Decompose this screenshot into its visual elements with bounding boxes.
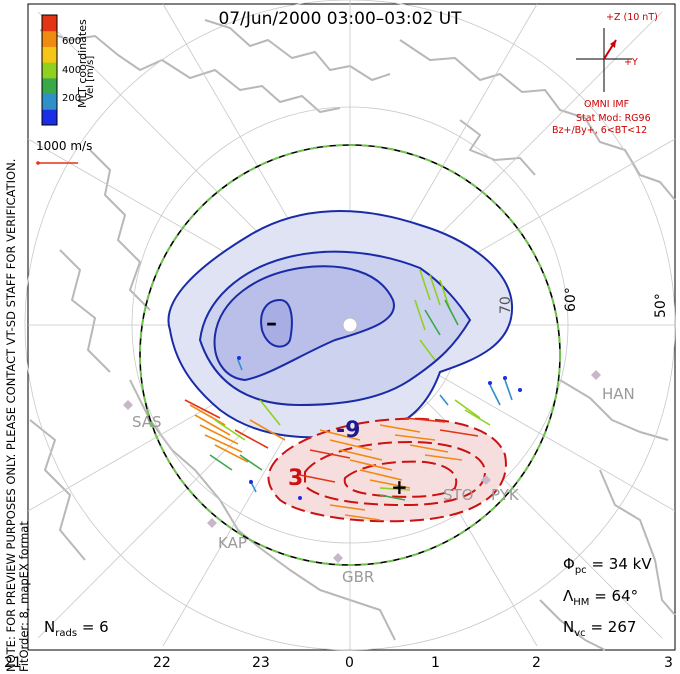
mlt-label-0: 0 [345, 655, 354, 671]
colorbar-frame [41, 14, 58, 126]
lat-label-70: 70 [498, 296, 514, 314]
imf-by-label: +Y [624, 57, 638, 68]
pole-marker [342, 317, 358, 333]
stat-nrads-value: = 6 [81, 618, 109, 636]
stat-lambda-symbol: Λ [563, 587, 574, 605]
velocity-vectors [184, 269, 522, 521]
stat-phi-symbol: Φ [563, 555, 575, 573]
scale-vector-dot [36, 161, 40, 165]
stat-phi-sub: pc [574, 565, 587, 576]
positive-cell [267, 417, 507, 523]
imf-model: Stat Mod: RG96 [576, 113, 651, 124]
mlt-label-23: 23 [252, 655, 270, 671]
lat-label-60: 60° [563, 287, 579, 312]
site-markers [123, 370, 601, 563]
colorbar-swatch [42, 15, 57, 32]
colorbar-swatch [42, 77, 57, 95]
stat-phi: Φpc = 34 kV [563, 555, 652, 576]
stat-lambda: ΛHM = 64° [563, 587, 638, 608]
site-label-han: HAN [602, 385, 635, 403]
max-marker: + [391, 475, 408, 499]
stat-nrads-symbol: N [44, 618, 56, 636]
site-label-sto: STO [443, 486, 474, 504]
preview-note: NOTE: FOR PREVIEW PURPOSES ONLY. PLEASE … [4, 158, 18, 672]
stat-nvc-symbol: N [563, 618, 575, 636]
stat-lambda-sub: HM [573, 597, 590, 608]
colorbar-tick: 200 [62, 93, 82, 104]
coastlines [29, 19, 676, 651]
mlt-label-1: 1 [431, 655, 440, 671]
stat-nvc: Nvc = 267 [563, 618, 636, 639]
imf-dial [576, 28, 632, 92]
colorbar-tick: 600 [62, 36, 82, 47]
stat-nvc-value: = 267 [590, 618, 637, 636]
stat-nrads: Nrads = 6 [44, 618, 109, 639]
imf-model-params: Bz+/By+, 6<BT<12 [552, 125, 648, 136]
hm-boundary [139, 144, 561, 566]
fit-order-note: FitOrder: 8, mapEX format [17, 521, 31, 672]
stat-nvc-sub: vc [574, 628, 586, 639]
colorbar-swatch [42, 46, 57, 63]
site-label-pyk: PYK [491, 486, 519, 504]
scale-vector-label: 1000 m/s [36, 139, 93, 153]
stat-nrads-sub: rads [55, 628, 78, 639]
colorbar-swatch [42, 30, 57, 47]
colorbar [41, 14, 58, 126]
mlt-label-3: 3 [664, 655, 673, 671]
colorbar-swatch [42, 109, 57, 126]
stat-phi-value: = 34 kV [591, 555, 652, 573]
colorbar-title: Vel [m/s] [85, 55, 96, 100]
colorbar-tick: 400 [62, 65, 82, 76]
site-label-gbr: GBR [342, 568, 375, 586]
mlt-label-2: 2 [532, 655, 541, 671]
negative-cell [167, 210, 514, 439]
colorbar-swatch [42, 93, 57, 110]
colorbar-swatch [42, 62, 57, 79]
mlt-label-22: 22 [153, 655, 171, 671]
lat-label-50: 50° [653, 293, 669, 318]
imf-bz-label: +Z (10 nT) [606, 12, 658, 23]
contour-label-pos: 3 [288, 466, 304, 491]
map-title: 07/Jun/2000 03:00–03:02 UT [218, 9, 462, 29]
mlt-label-21: 21 [4, 655, 22, 671]
site-label-kap: KAP [218, 534, 247, 552]
contour-label-neg: -9 [336, 418, 361, 443]
site-label-sas: SAS [132, 413, 162, 431]
min-marker: – [266, 311, 277, 336]
stat-lambda-value: = 64° [594, 587, 639, 605]
imf-source: OMNI IMF [584, 99, 630, 110]
